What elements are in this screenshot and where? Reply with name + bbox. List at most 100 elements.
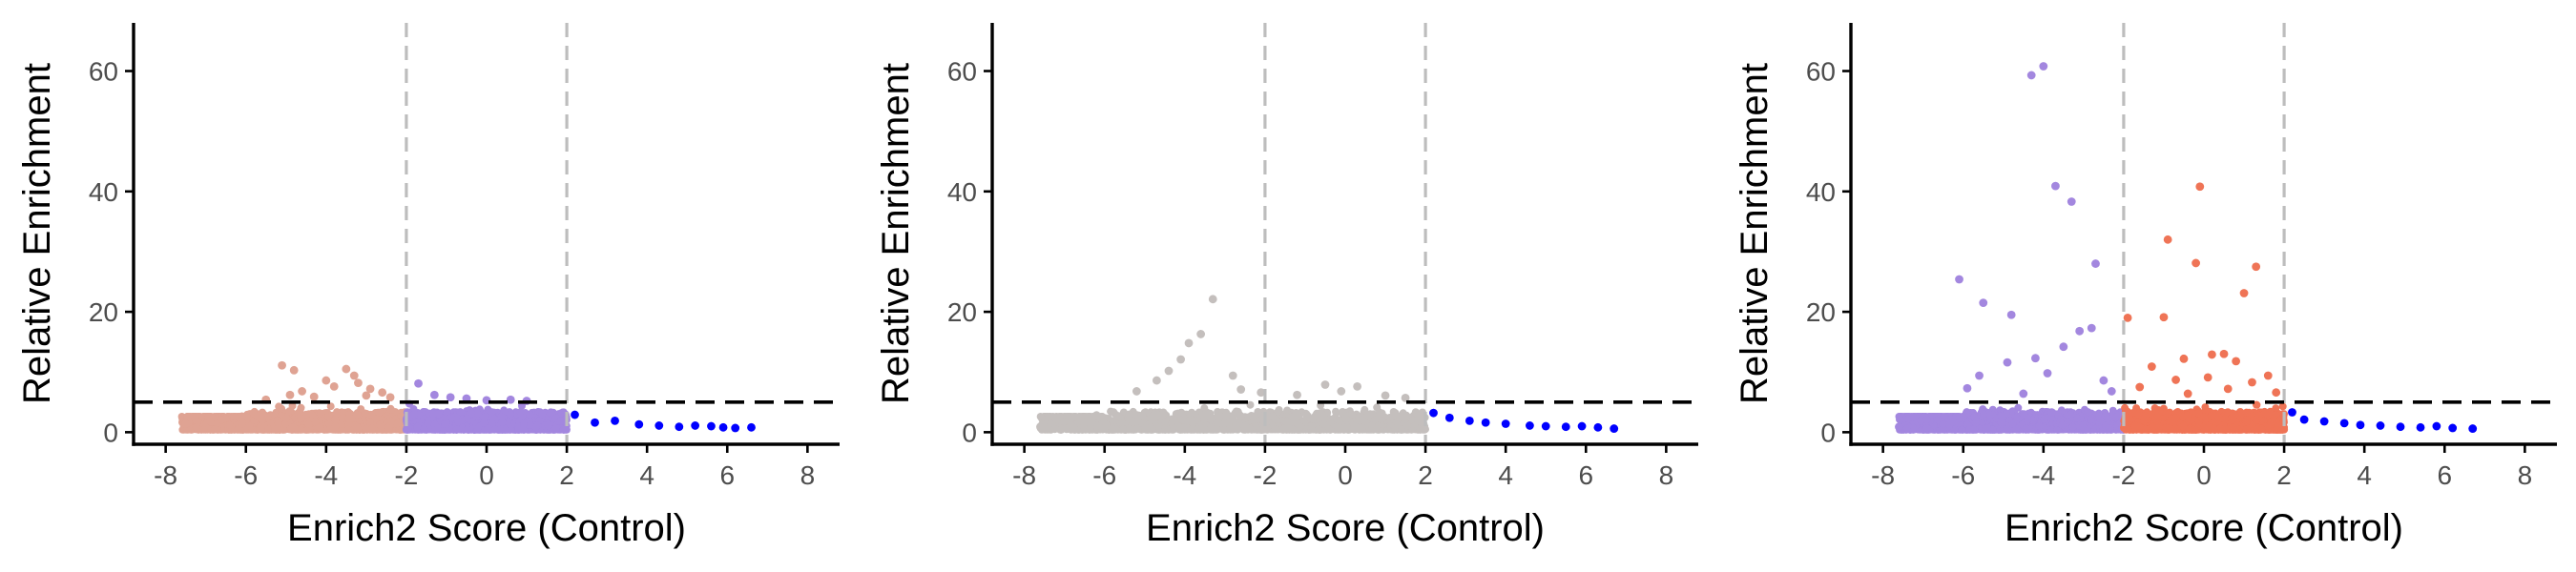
data-point-2-2-10	[2468, 424, 2478, 433]
data-point-2-1-11	[2232, 357, 2241, 366]
data-point-2-1-13	[2171, 376, 2180, 384]
y-axis-label: Relative Enrichment	[1734, 63, 1776, 404]
data-point-2-0-10	[2087, 323, 2096, 333]
x-tick-label--2: -2	[1253, 460, 1277, 490]
x-axis-label: Enrich2 Score (Control)	[287, 507, 686, 549]
scatter-chart-right: 0 20 40 60 -8 -6 -4 -2 0 2 4 6 8 Enrich2 Score (Contr…	[1734, 23, 2557, 549]
x-tick-label-4: 4	[639, 460, 654, 490]
data-point-0-0-5	[298, 387, 306, 396]
data-point-2-2-2	[2319, 417, 2329, 426]
data-point-1-0-11	[1257, 388, 1266, 398]
data-point-0-0-1	[238, 412, 246, 421]
data-point-2-1-19	[2183, 389, 2192, 398]
data-point-2-0-16	[2099, 376, 2109, 385]
data-point-0-2-1	[591, 418, 599, 427]
data-point-2-1-3	[2252, 262, 2261, 272]
x-tick-label--6: -6	[1951, 460, 1975, 490]
data-point-2-2-9	[2448, 423, 2458, 433]
series-cloud-0-0	[177, 401, 410, 434]
x-axis-label: Enrich2 Score (Control)	[2005, 507, 2403, 549]
x-tick-label--8: -8	[1012, 460, 1036, 490]
data-point-0-2-6	[691, 421, 700, 430]
y-tick-label-0: 0	[103, 418, 118, 447]
data-point-2-0-1	[1955, 275, 1963, 284]
data-point-2-1-6	[2239, 289, 2249, 297]
data-point-1-1-10	[1610, 424, 1619, 433]
x-tick-label-0: 0	[479, 460, 494, 490]
data-point-1-0-6	[1164, 366, 1174, 376]
x-tick-label--4: -4	[1173, 460, 1196, 490]
data-point-0-2-8	[718, 422, 728, 432]
x-tick-label-6: 6	[1578, 460, 1593, 490]
data-point-1-1-0	[1429, 408, 1438, 418]
x-tick-label--4: -4	[314, 460, 338, 490]
data-point-0-2-7	[707, 421, 716, 431]
data-point-0-2-3	[634, 419, 644, 429]
data-point-2-0-9	[2075, 326, 2085, 336]
scatter-chart-middle: 0 20 40 60 -8 -6 -4 -2 0 2 4 6 8 Enrich2 Score (Contr…	[875, 23, 1698, 549]
x-tick-label-0: 0	[1338, 460, 1353, 490]
data-point-0-0-14	[385, 393, 395, 402]
y-tick-label-0: 0	[962, 418, 977, 447]
data-point-0-0-16	[362, 391, 371, 400]
data-point-1-0-3	[1196, 330, 1206, 338]
data-point-1-1-9	[1593, 422, 1603, 432]
data-point-2-0-12	[2031, 354, 2040, 363]
data-point-2-1-7	[2219, 349, 2229, 358]
data-point-0-2-9	[731, 423, 740, 433]
data-point-2-0-19	[2019, 389, 2028, 398]
x-tick-label--8: -8	[154, 460, 177, 490]
y-tick-label-40: 40	[1806, 177, 1836, 207]
data-point-2-2-5	[2376, 421, 2385, 430]
data-point-2-1-14	[2203, 373, 2212, 382]
data-point-2-1-18	[2272, 388, 2281, 398]
data-point-2-2-6	[2396, 422, 2405, 432]
x-tick-label--4: -4	[2031, 460, 2055, 490]
data-point-0-1-1	[429, 390, 439, 399]
data-point-0-0-2	[278, 360, 286, 370]
series-cloud-1-0	[1036, 400, 1429, 434]
x-tick-label-8: 8	[2518, 460, 2533, 490]
data-point-2-2-1	[2299, 415, 2309, 424]
series-cloud-0-1	[402, 399, 571, 434]
x-tick-label-6: 6	[2437, 460, 2452, 490]
data-point-0-0-8	[329, 381, 339, 391]
data-point-1-0-1	[1091, 411, 1101, 420]
x-axis-label: Enrich2 Score (Control)	[1146, 507, 1545, 549]
x-tick-label-0: 0	[2196, 460, 2212, 490]
data-point-0-2-10	[747, 422, 756, 432]
x-tick-label--6: -6	[234, 460, 258, 490]
data-point-1-0-0	[1036, 422, 1045, 432]
data-point-2-1-4	[2123, 314, 2132, 322]
data-point-2-0-13	[2003, 358, 2012, 367]
data-point-1-0-8	[1132, 387, 1141, 396]
data-point-2-2-0	[2288, 408, 2296, 417]
x-tick-label--8: -8	[1871, 460, 1895, 490]
data-point-0-2-0	[571, 410, 579, 419]
series-cloud-2-0	[1895, 403, 2128, 434]
x-tick-label-2: 2	[1418, 460, 1433, 490]
data-point-1-1-6	[1541, 421, 1550, 431]
data-point-0-0-3	[289, 365, 299, 375]
data-point-2-1-15	[2248, 378, 2256, 387]
y-axis-label: Relative Enrichment	[875, 63, 917, 404]
data-point-1-0-9	[1228, 371, 1237, 380]
data-point-2-1-8	[2179, 354, 2189, 363]
data-point-0-2-2	[611, 416, 619, 425]
data-point-2-1-9	[2147, 362, 2156, 371]
data-point-1-1-1	[1444, 413, 1454, 422]
data-point-2-0-17	[2107, 387, 2116, 396]
x-tick-label-4: 4	[1498, 460, 1513, 490]
x-tick-label--2: -2	[2111, 460, 2135, 490]
data-point-2-1-0	[2195, 182, 2205, 192]
data-point-2-1-12	[2263, 371, 2273, 380]
y-tick-label-60: 60	[947, 57, 977, 87]
data-point-0-0-13	[378, 388, 387, 398]
data-point-2-1-2	[2192, 258, 2200, 268]
data-point-1-0-12	[1293, 390, 1301, 399]
data-point-1-1-8	[1577, 421, 1587, 431]
x-tick-label-6: 6	[719, 460, 735, 490]
data-point-2-0-4	[2051, 181, 2060, 191]
y-tick-label-20: 20	[89, 297, 118, 327]
